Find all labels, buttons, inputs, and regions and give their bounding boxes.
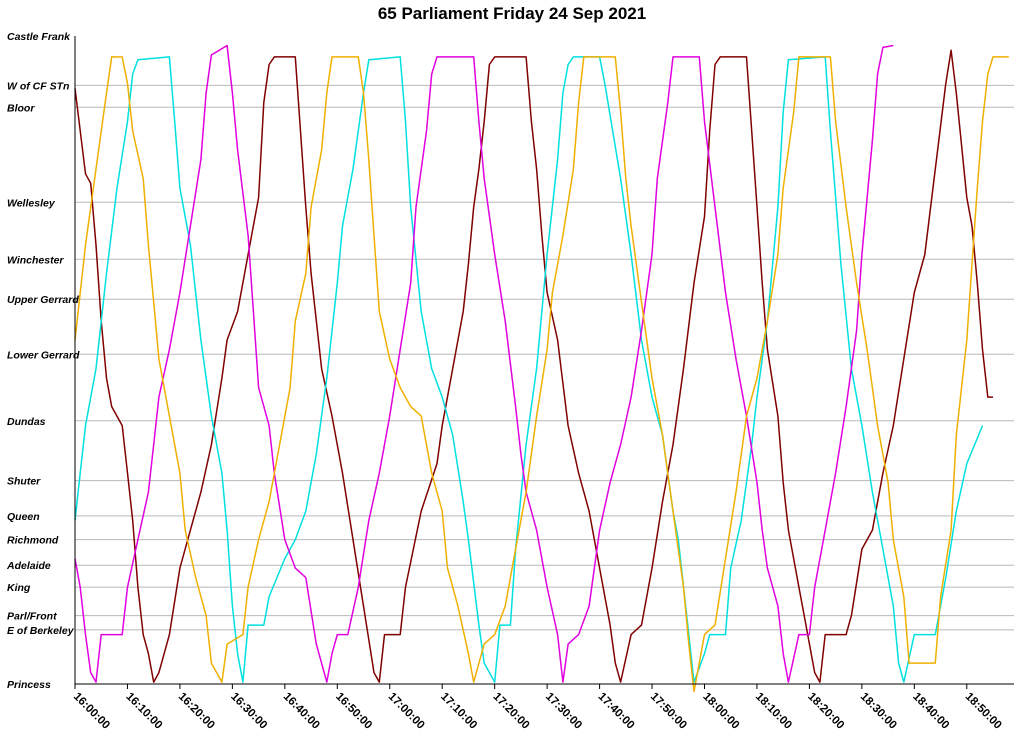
- stop-label: Dundas: [7, 416, 46, 428]
- time-tick-label: 18:00:00: [700, 691, 741, 732]
- time-tick-label: 17:10:00: [438, 691, 479, 732]
- series-line-1: [74, 49, 993, 683]
- stop-label: Richmond: [7, 535, 59, 547]
- stop-label: Adelaide: [6, 560, 51, 572]
- series-line-3: [74, 44, 894, 683]
- time-labels: 16:00:00 16:10:00 16:20:00 16:30:00 16:40:00…: [71, 691, 1004, 732]
- time-tick-label: 18:40:00: [910, 691, 951, 732]
- stop-label: King: [7, 582, 31, 594]
- series-line-4: [74, 56, 1009, 693]
- stop-label: Wellesley: [7, 197, 56, 209]
- stop-label: Winchester: [7, 254, 64, 266]
- time-tick-label: 16:50:00: [333, 691, 374, 732]
- time-tick-label: 17:20:00: [491, 691, 532, 732]
- time-tick-label: 16:00:00: [71, 691, 112, 732]
- time-tick-label: 16:40:00: [281, 691, 322, 732]
- time-tick-label: 17:00:00: [386, 691, 427, 732]
- stop-label: Castle Frank: [7, 31, 71, 43]
- time-tick-label: 16:30:00: [228, 691, 269, 732]
- stop-label: Upper Gerrard: [7, 294, 79, 306]
- time-tick-label: 17:50:00: [648, 691, 689, 732]
- stop-labels: Castle Frank W of CF STn Bloor Wellesley Win…: [6, 31, 80, 691]
- time-tick-label: 18:20:00: [805, 691, 846, 732]
- axes-layer: [74, 36, 1014, 689]
- stop-label: Parl/Front: [7, 611, 57, 623]
- time-tick-label: 16:20:00: [176, 691, 217, 732]
- stop-label: Shuter: [7, 476, 41, 488]
- series-line-2: [74, 56, 984, 683]
- time-tick-label: 17:40:00: [595, 691, 636, 732]
- time-tick-label: 18:50:00: [963, 691, 1004, 732]
- stop-label: E of Berkeley: [7, 625, 75, 637]
- stop-label: Princess: [7, 679, 51, 691]
- time-tick-label: 16:10:00: [123, 691, 164, 732]
- time-tick-label: 18:10:00: [753, 691, 794, 732]
- stop-label: W of CF STn: [7, 80, 69, 92]
- time-tick-label: 18:30:00: [858, 691, 899, 732]
- chart-title: 65 Parliament Friday 24 Sep 2021: [377, 4, 647, 23]
- time-tick-label: 17:30:00: [543, 691, 584, 732]
- stop-label: Bloor: [7, 102, 35, 114]
- stop-label: Queen: [7, 511, 40, 523]
- series-layer: [74, 44, 1009, 693]
- grid-layer: [75, 84, 1014, 631]
- stop-label: Lower Gerrard: [7, 349, 80, 361]
